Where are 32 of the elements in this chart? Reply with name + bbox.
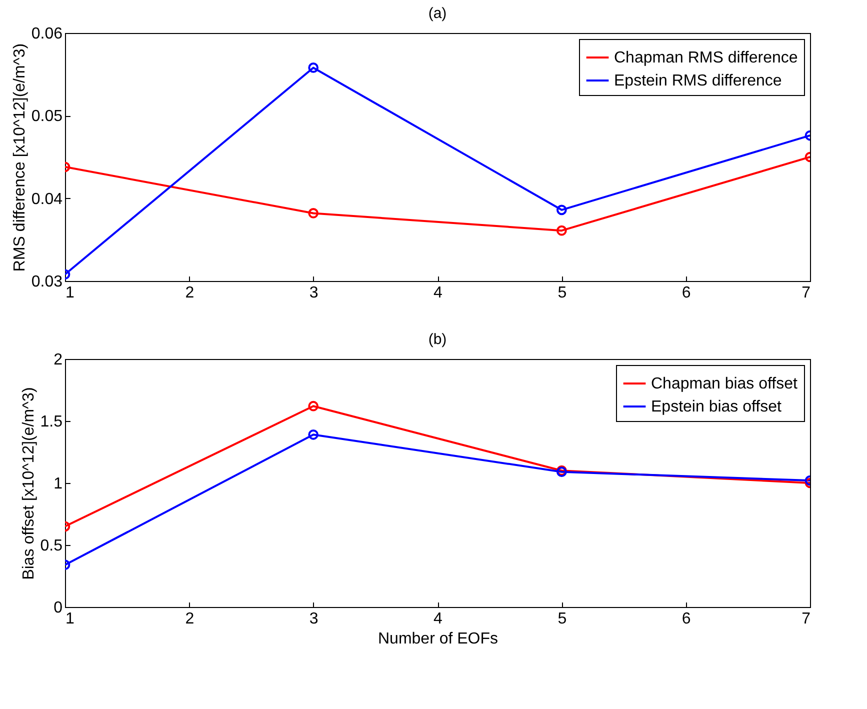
legend-label: Epstein bias offset [651,398,782,416]
y-axis-title: RMS difference [x10^12](e/m^3) [11,43,28,272]
legend-label: Epstein RMS difference [614,72,782,90]
y-tick-label: 0.06 [31,26,63,42]
x-tick-label: 4 [434,610,443,628]
x-tick-label: 1 [66,284,74,302]
y-tick-label: 1.5 [40,414,63,430]
x-tick-label: 4 [434,284,443,302]
x-tick-label: 1 [66,610,74,628]
y-tick-label: 1 [54,476,63,492]
chart-title: (a) [428,5,447,22]
x-tick-label: 3 [309,610,318,628]
y-tick-label: 0.05 [31,108,63,126]
x-tick-label: 5 [558,284,567,302]
y-axis-title: Bias offset [x10^12](e/m^3) [20,387,38,580]
x-tick-label: 2 [185,284,194,302]
y-tick-label: 0 [54,600,63,616]
y-tick-label: 2 [54,352,63,368]
y-tick-label: 0.03 [31,274,63,290]
y-tick-label: 0.5 [40,538,63,554]
x-tick-label: 7 [802,610,811,628]
legend-label: Chapman RMS difference [614,50,798,66]
x-tick-label: 5 [558,610,567,628]
x-tick-label: 6 [682,610,691,628]
x-tick-label: 6 [682,284,691,302]
x-tick-label: 3 [309,284,318,302]
y-tick-label: 0.04 [31,190,63,208]
chart-title: (b) [428,331,447,348]
legend-label: Chapman bias offset [651,376,798,392]
x-axis-title: Number of EOFs [378,630,498,648]
x-tick-label: 2 [185,610,194,628]
x-tick-label: 7 [802,284,811,302]
